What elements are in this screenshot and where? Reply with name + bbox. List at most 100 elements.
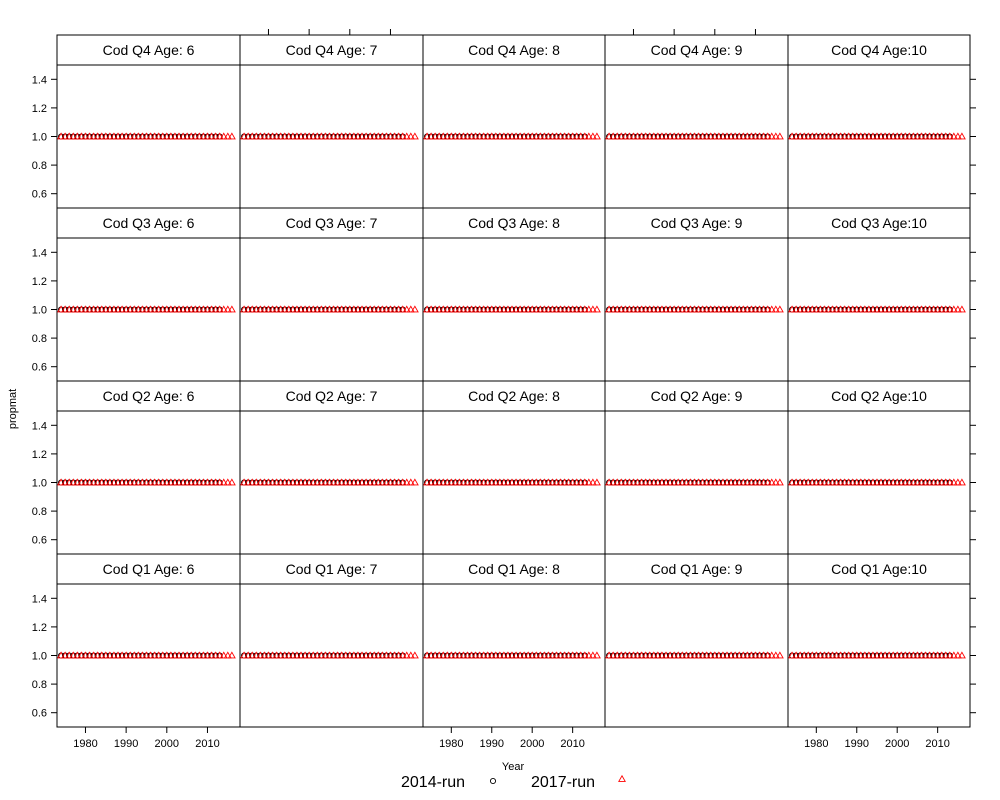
- point-2017-run: [584, 132, 593, 140]
- point-2017-run: [406, 478, 415, 486]
- strip-label: Cod Q1 Age:10: [831, 561, 927, 577]
- point-2017-run: [767, 132, 776, 140]
- point-2017-run: [771, 478, 780, 486]
- strip-box: [239, 34, 424, 66]
- point-2017-run: [584, 651, 593, 659]
- strip-label: Cod Q2 Age: 7: [286, 388, 378, 404]
- point-2017-run: [584, 305, 593, 313]
- strip-box: [56, 380, 241, 412]
- point-2017-run: [580, 132, 589, 140]
- point-2017-run: [227, 132, 236, 140]
- point-2017-run: [584, 478, 593, 486]
- point-2017-run: [402, 132, 411, 140]
- y-tick-label: 0.8: [32, 679, 47, 691]
- point-2017-run: [945, 651, 954, 659]
- strip-box: [787, 553, 971, 585]
- y-tick-label: 1.4: [32, 420, 47, 432]
- y-tick-label: 1.2: [32, 449, 47, 461]
- strip-box: [56, 553, 241, 585]
- point-2017-run: [945, 132, 954, 140]
- point-2017-run: [580, 651, 589, 659]
- point-2017-run: [406, 651, 415, 659]
- point-2017-run: [588, 305, 597, 313]
- x-tick-label: 2010: [560, 738, 584, 750]
- point-2017-run: [763, 651, 772, 659]
- strip-label: Cod Q1 Age: 8: [468, 561, 560, 577]
- point-2017-run: [771, 132, 780, 140]
- point-2017-run: [771, 651, 780, 659]
- point-2017-run: [588, 651, 597, 659]
- point-2017-run: [398, 478, 407, 486]
- strip-box: [604, 34, 789, 66]
- strip-box: [239, 380, 424, 412]
- point-2017-run: [402, 651, 411, 659]
- point-2017-run: [767, 651, 776, 659]
- x-tick-label: 2010: [925, 738, 949, 750]
- legend-symbol-2017-run: [618, 774, 626, 782]
- strip-box: [56, 207, 241, 239]
- legend-symbol-2014-run: [489, 777, 497, 785]
- y-tick-label: 0.6: [32, 362, 47, 374]
- point-2017-run: [588, 478, 597, 486]
- point-2017-run: [945, 305, 954, 313]
- strip-box: [56, 34, 241, 66]
- point-2017-run: [953, 132, 962, 140]
- strip-label: Cod Q4 Age: 6: [103, 42, 195, 58]
- point-2017-run: [775, 651, 784, 659]
- point-2017-run: [953, 305, 962, 313]
- x-tick-label: 1990: [480, 738, 504, 750]
- point-2017-run: [219, 651, 228, 659]
- point-2017-run: [410, 132, 419, 140]
- strip-box: [787, 207, 971, 239]
- y-tick-label: 0.8: [32, 160, 47, 172]
- x-tick-label: 1980: [73, 738, 97, 750]
- point-2017-run: [402, 478, 411, 486]
- y-tick-label: 1.2: [32, 103, 47, 115]
- point-2017-run: [592, 132, 601, 140]
- y-tick-label: 1.0: [32, 305, 47, 317]
- strip-box: [239, 553, 424, 585]
- x-tick-label: 2000: [520, 738, 544, 750]
- point-2017-run: [775, 132, 784, 140]
- strip-box: [239, 207, 424, 239]
- strip-label: Cod Q2 Age: 6: [103, 388, 195, 404]
- point-2017-run: [398, 651, 407, 659]
- strip-box: [422, 34, 606, 66]
- point-2017-run: [592, 478, 601, 486]
- strip-label: Cod Q4 Age: 9: [651, 42, 743, 58]
- point-2017-run: [223, 132, 232, 140]
- point-2017-run: [402, 305, 411, 313]
- point-2017-run: [767, 478, 776, 486]
- y-tick-label: 0.8: [32, 506, 47, 518]
- strip-label: Cod Q2 Age: 8: [468, 388, 560, 404]
- point-2017-run: [588, 132, 597, 140]
- x-tick-label: 1980: [804, 738, 828, 750]
- y-tick-label: 1.4: [32, 593, 47, 605]
- point-2017-run: [592, 651, 601, 659]
- x-tick-label: 1990: [114, 738, 138, 750]
- x-tick-label: 2010: [195, 738, 219, 750]
- strip-label: Cod Q1 Age: 7: [286, 561, 378, 577]
- y-tick-label: 0.6: [32, 189, 47, 201]
- point-2017-run: [398, 305, 407, 313]
- point-2017-run: [957, 651, 966, 659]
- strip-box: [604, 207, 789, 239]
- strip-box: [787, 34, 971, 66]
- point-2017-run: [775, 478, 784, 486]
- point-2017-run: [763, 132, 772, 140]
- point-2017-run: [215, 478, 224, 486]
- y-tick-label: 1.0: [32, 132, 47, 144]
- y-tick-label: 1.4: [32, 247, 47, 259]
- point-2017-run: [223, 478, 232, 486]
- point-2017-run: [771, 305, 780, 313]
- y-tick-label: 0.6: [32, 535, 47, 547]
- point-2017-run: [410, 478, 419, 486]
- point-2017-run: [949, 478, 958, 486]
- strip-label: Cod Q4 Age: 7: [286, 42, 378, 58]
- point-2017-run: [957, 478, 966, 486]
- x-tick-label: 2000: [155, 738, 179, 750]
- strip-label: Cod Q3 Age: 6: [103, 215, 195, 231]
- point-2017-run: [219, 132, 228, 140]
- point-2017-run: [957, 132, 966, 140]
